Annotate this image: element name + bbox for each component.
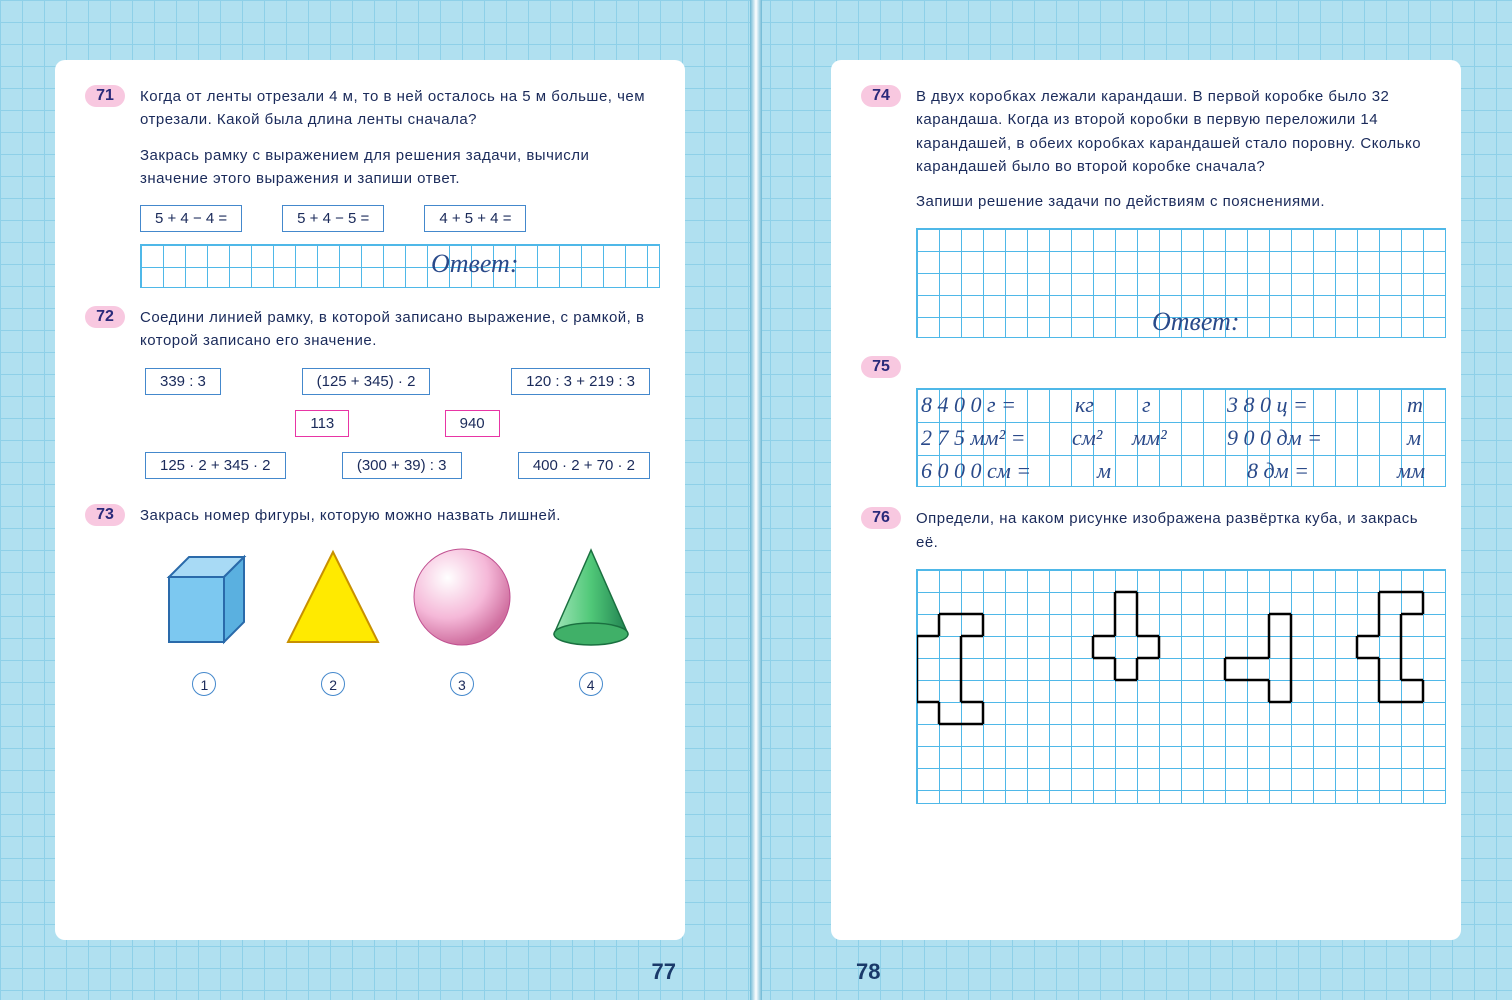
expression-box[interactable]: (300 + 39) : 3 [342,452,462,479]
task-number: 74 [861,85,901,107]
conv-cell: 8 дм = [1247,458,1309,484]
answer-label: Ответ: [1152,307,1239,337]
conv-cell: см² [1072,425,1102,451]
conv-cell: 9 0 0 дм = [1227,425,1322,451]
conversion-grid[interactable]: 8 4 0 0 г = кг г 3 8 0 ц = т 2 7 5 мм² =… [916,388,1446,487]
task-text: Когда от ленты отрезали 4 м, то в ней ос… [140,85,655,132]
conv-cell: м [1407,425,1421,451]
conv-cell: мм² [1132,425,1167,451]
task-74: 74 В двух коробках лежали карандаши. В п… [861,85,1431,338]
expression-box[interactable]: 120 : 3 + 219 : 3 [511,368,650,395]
task-number: 73 [85,504,125,526]
task-72: 72 Соедини линией рамку, в которой запис… [85,306,655,479]
task-number: 76 [861,507,901,529]
shape-number[interactable]: 1 [192,672,216,696]
shape-number[interactable]: 2 [321,672,345,696]
task-text: Определи, на каком рисунке изображена ра… [916,507,1431,554]
shape-number[interactable]: 3 [450,672,474,696]
expression-box[interactable]: 5 + 4 − 4 = [140,205,242,232]
task-text: Соедини линией рамку, в которой записано… [140,306,655,353]
cube-nets-svg [917,570,1447,805]
answer-label: Ответ: [431,249,518,279]
task-73: 73 Закрась номер фигуры, которую можно н… [85,504,655,696]
task-71: 71 Когда от ленты отрезали 4 м, то в ней… [85,85,655,288]
task-subtext: Запиши решение задачи по действиям с поя… [916,190,1431,213]
conv-cell: г [1142,392,1151,418]
page-number: 77 [652,959,676,985]
expression-box[interactable]: 400 · 2 + 70 · 2 [518,452,650,479]
expression-box[interactable]: 4 + 5 + 4 = [424,205,526,232]
answer-grid[interactable]: Ответ: [916,228,1446,338]
conv-cell: мм [1397,458,1425,484]
conv-cell: м [1097,458,1111,484]
task-subtext: Закрась рамку с выражением для решения з… [140,144,655,191]
expression-box[interactable]: 5 + 4 − 5 = [282,205,384,232]
cube-net-area[interactable] [916,569,1446,804]
expression-box[interactable]: 125 · 2 + 345 · 2 [145,452,286,479]
cube-icon [149,542,259,652]
task-number: 75 [861,356,901,378]
cone-icon [536,542,646,652]
conv-cell: 2 7 5 мм² = [921,425,1026,451]
conv-cell: т [1407,392,1423,418]
sphere-icon [407,542,517,652]
conv-cell: кг [1075,392,1094,418]
shape-number[interactable]: 4 [579,672,603,696]
value-box[interactable]: 940 [445,410,500,437]
expression-box[interactable]: 339 : 3 [145,368,221,395]
answer-grid[interactable]: Ответ: [140,244,660,288]
conv-cell: 6 0 0 0 см = [921,458,1031,484]
conv-cell: 3 8 0 ц = [1227,392,1308,418]
expression-box[interactable]: (125 + 345) · 2 [302,368,431,395]
page-number: 78 [856,959,880,985]
task-text: Закрась номер фигуры, которую можно назв… [140,504,655,527]
task-75: 75 8 4 0 0 г = кг г 3 8 0 ц = т 2 7 5 мм… [861,356,1431,487]
conv-cell: 8 4 0 0 г = [921,392,1016,418]
task-number: 71 [85,85,125,107]
task-number: 72 [85,306,125,328]
task-text: В двух коробках лежали карандаши. В перв… [916,85,1431,178]
task-76: 76 Определи, на каком рисунке изображена… [861,507,1431,804]
triangle-icon [278,542,388,652]
value-box[interactable]: 113 [295,410,349,437]
